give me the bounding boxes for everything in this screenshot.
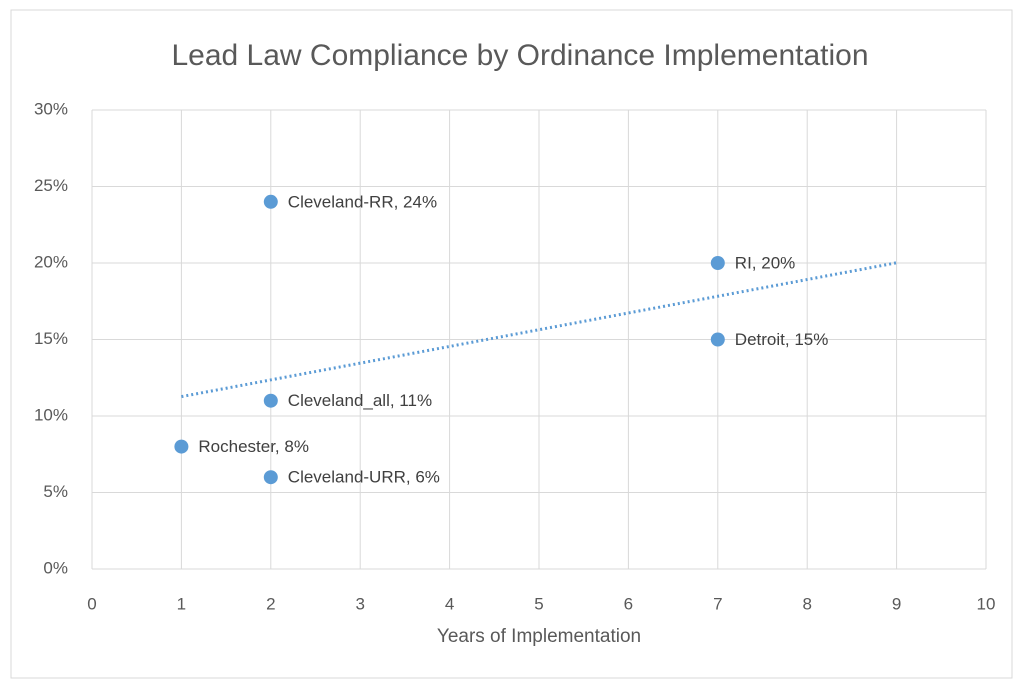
y-tick-label: 30% [34, 99, 68, 118]
data-label: Rochester, 8% [198, 437, 309, 456]
x-tick-label: 6 [624, 594, 633, 613]
x-tick-label: 4 [445, 594, 454, 613]
x-tick-label: 2 [266, 594, 275, 613]
y-tick-label: 5% [43, 482, 68, 501]
point [263, 470, 278, 485]
y-tick-label: 25% [34, 176, 68, 195]
x-tick-label: 8 [802, 594, 811, 613]
data-label: RI, 20% [735, 253, 795, 272]
trendline [181, 261, 897, 399]
x-axis-label: Years of Implementation [437, 626, 641, 647]
y-tick-label: 0% [43, 558, 68, 577]
y-tick-label: 20% [34, 252, 68, 271]
y-tick-label: 10% [34, 405, 68, 424]
data-label: Cleveland-RR, 24% [288, 192, 437, 211]
chart-title: Lead Law Compliance by Ordinance Impleme… [171, 39, 868, 72]
x-tick-label: 9 [892, 594, 901, 613]
data-label: Cleveland-URR, 6% [288, 468, 440, 487]
point [710, 256, 725, 270]
y-tick-label: 15% [34, 329, 68, 348]
x-tick-label: 5 [534, 594, 543, 613]
x-tick-label: 10 [977, 594, 996, 613]
data-label: Cleveland_all, 11% [288, 391, 432, 410]
point [174, 439, 189, 454]
point [263, 194, 278, 209]
x-tick-label: 7 [713, 594, 722, 613]
x-tick-label: 0 [87, 594, 96, 613]
point [263, 393, 278, 408]
x-tick-label: 3 [355, 594, 364, 613]
point [710, 332, 725, 347]
x-tick-label: 1 [177, 594, 186, 613]
data-label: Detroit, 15% [735, 330, 829, 349]
chart-border [10, 9, 1013, 679]
